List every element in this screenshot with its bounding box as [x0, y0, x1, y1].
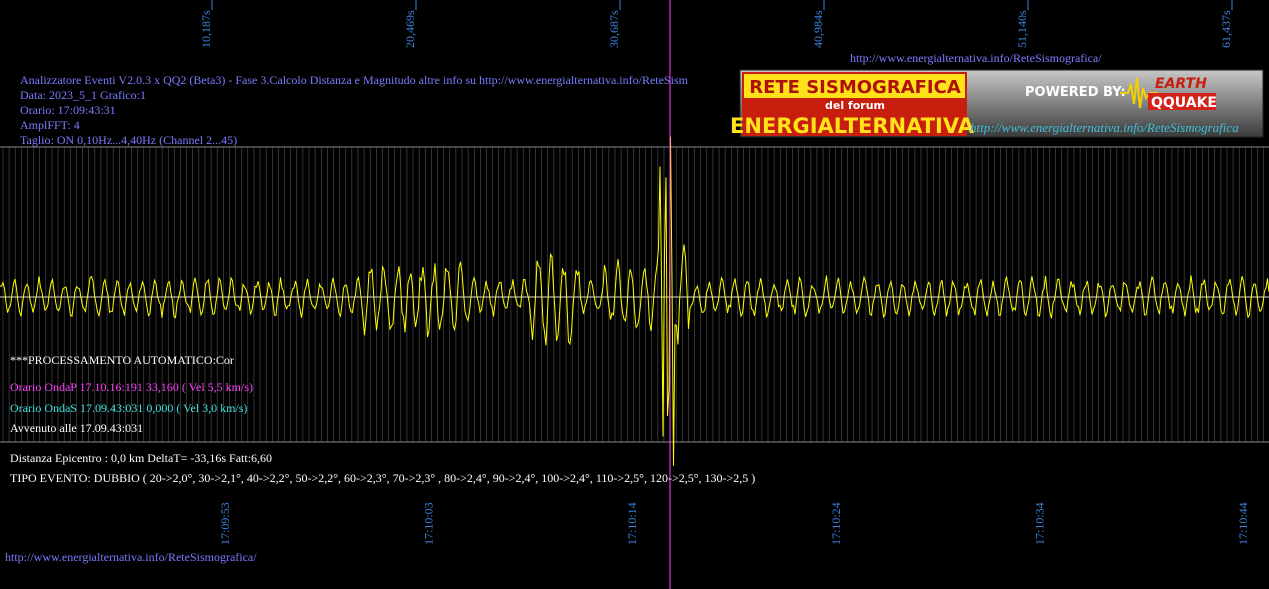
- waveform: [0, 136, 1269, 466]
- wave-s: Orario OndaS 17.09.43:031 0,000 ( Vel 3,…: [10, 401, 247, 415]
- occurred: Avvenuto alle 17.09.43:031: [10, 421, 143, 435]
- event-type: TIPO EVENTO: DUBBIO ( 20->2,0°, 30->2,1°…: [10, 471, 755, 485]
- header-line: Data: 2023_5_1 Grafico:1: [20, 88, 146, 102]
- header-line: AmplFFT: 4: [20, 118, 80, 132]
- time-grid: [2, 147, 1265, 442]
- top-axis: 10,187s 20,469s 30,687s 40,984s 51,140s 61,43…: [199, 0, 1233, 48]
- top-tick-label: 20,469s: [403, 10, 417, 48]
- top-tick-label: 30,687s: [607, 10, 621, 48]
- logo-brand-box: [1148, 93, 1216, 110]
- logo-brand-top: EARTH: [1155, 76, 1207, 92]
- logo: RETE SISMOGRAFICA del forum ENERGIALTERN…: [730, 69, 1264, 138]
- top-tick-label: 10,187s: [199, 10, 213, 48]
- logo-url: http://www.energialternativa.info/ReteSi…: [970, 120, 1239, 135]
- footer-url: http://www.energialternativa.info/ReteSi…: [5, 550, 257, 564]
- header-info: Analizzatore Eventi V2.0.3 x QQ2 (Beta3)…: [20, 73, 689, 147]
- logo-powered: POWERED BY:: [1025, 85, 1126, 100]
- header-line: Taglio: ON 0,10Hz...4,40Hz (Channel 2...…: [20, 133, 237, 147]
- top-tick-label: 40,984s: [811, 10, 825, 48]
- bottom-axis: 17:09:53 17:10:03 17:10:14 17:10:24 17:10:34…: [218, 502, 1250, 545]
- top-tick-label: 51,140s: [1015, 10, 1029, 48]
- logo-name: ENERGIALTERNATIVA: [730, 114, 975, 138]
- header-url: http://www.energialternativa.info/ReteSi…: [850, 51, 1102, 65]
- logo-yellow: [744, 74, 965, 98]
- wave-p: Orario OndaP 17.10.16:191 33,160 ( Vel 5…: [10, 380, 253, 394]
- logo-subtitle: del forum: [825, 99, 885, 112]
- bottom-tick-label: 17:10:24: [829, 502, 843, 545]
- bottom-tick-label: 17:10:44: [1236, 502, 1250, 545]
- bottom-tick-label: 17:10:03: [422, 502, 436, 545]
- header-line: Orario: 17:09:43:31: [20, 103, 116, 117]
- bottom-tick-label: 17:10:14: [625, 502, 639, 545]
- bottom-tick-label: 17:09:53: [218, 502, 232, 545]
- header-line: Analizzatore Eventi V2.0.3 x QQ2 (Beta3)…: [20, 73, 689, 87]
- processing: ***PROCESSAMENTO AUTOMATICO:Cor: [10, 353, 234, 367]
- logo-brand-bottom: QQUAKE: [1151, 95, 1217, 111]
- top-tick-label: 61,437s: [1219, 10, 1233, 48]
- logo-title: RETE SISMOGRAFICA: [749, 77, 961, 98]
- distance: Distanza Epicentro : 0,0 km DeltaT= -33,…: [10, 451, 272, 465]
- bottom-tick-label: 17:10:34: [1032, 502, 1046, 545]
